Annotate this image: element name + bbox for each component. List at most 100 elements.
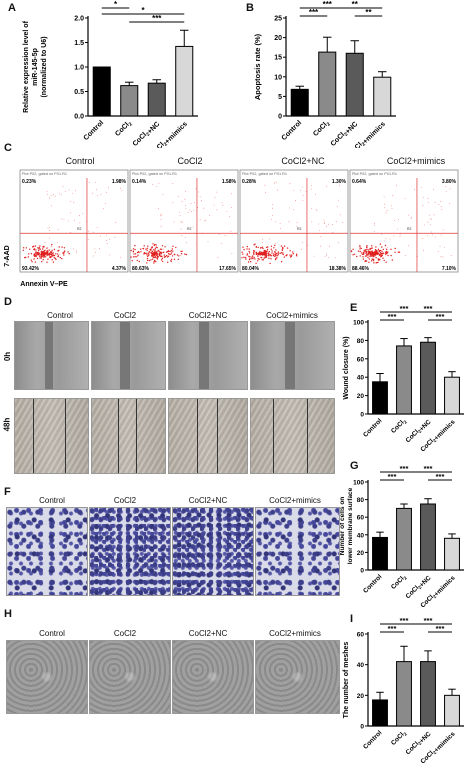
flow-event [178,255,180,257]
tube-photo-cocl2 [89,640,171,714]
flow-event [108,238,110,240]
bar [444,694,460,727]
tick-label: CoCl2 [390,417,408,435]
flow-event [168,250,170,253]
flow-event [138,260,140,263]
flow-event [420,187,422,188]
flow-event [150,255,153,257]
flow-event [443,246,445,248]
y-tick-label: 1.0 [74,65,84,72]
flow-event [160,213,162,215]
flow-event [266,246,268,249]
y-tick-label: 0 [278,114,282,121]
flow-event [367,250,370,252]
flow-event [259,253,262,256]
flow-event [167,253,170,255]
tick-label: CoCl2+NC [132,119,162,148]
flow-event [198,191,200,193]
flow-event [382,248,384,251]
quadrant-ul-value: 0.28% [242,179,257,185]
flow-event [150,249,152,251]
flow-event [339,184,340,186]
flow-event [60,194,62,196]
flow-event [261,246,264,248]
y-tick-label: 20 [357,393,365,400]
flow-event [166,254,168,257]
flow-event [282,247,284,250]
flow-event [269,262,271,265]
flow-event [49,237,50,239]
flow-event [169,250,171,253]
flow-event [160,259,163,261]
flow-event [271,252,273,254]
flow-event [251,256,253,258]
flow-event [35,249,37,251]
flow-event [374,224,375,226]
flow-event [263,257,265,259]
flow-event [266,248,269,251]
flow-event [365,255,367,258]
flow-event [167,261,169,263]
flow-event [440,200,442,202]
flow-event [326,253,327,255]
flow-event [170,260,172,263]
flow-event [379,252,382,254]
significance-label: *** [309,8,319,17]
significance-label: *** [436,312,445,321]
flow-event [377,258,379,260]
flow-event [375,249,378,252]
flow-event [291,254,293,256]
quadrant-ll-value: 93.42% [22,266,40,272]
flow-event [295,200,296,202]
flow-event [275,249,277,251]
flow-event [385,248,387,249]
flow-event [49,255,51,258]
flow-event [63,254,65,256]
flow-event [48,226,50,228]
significance-label: *** [152,14,162,23]
flow-event [157,255,159,258]
flow-event [51,252,53,255]
flow-event [275,221,276,223]
flow-event [282,249,283,251]
flow-event [366,254,368,256]
flow-event [89,181,90,183]
flow-event [95,251,96,253]
flow-event [165,251,168,253]
flow-event [156,250,158,253]
bar [373,76,392,117]
flow-event [62,252,64,254]
flow-event [274,244,276,247]
flow-event [229,216,230,217]
flow-event [275,257,277,260]
flow-event [383,240,385,242]
flow-event [244,256,247,259]
flow-event [43,255,45,257]
flow-event [320,236,322,238]
flow-event [290,255,293,257]
bar [175,45,194,117]
flow-event [220,243,222,245]
flow-event [433,214,435,216]
flow-event [134,248,136,251]
flow-event [47,227,49,229]
flow-event [324,256,326,257]
flow-event [114,236,116,238]
flow-event [49,256,51,259]
y-tick-label: 2.0 [74,16,84,23]
panel-label-b: B [246,2,254,14]
flow-event [32,246,34,248]
flow-event [160,253,163,255]
flow-event [204,220,206,221]
flow-event [231,253,233,254]
flow-event [269,238,270,240]
flow-event [209,215,210,216]
flow-event [136,259,138,262]
flow-event [63,251,65,253]
flow-event [371,254,373,256]
flow-event [133,253,135,255]
row-label-0h: 0h [3,351,13,362]
flow-event [153,244,155,247]
flow-event [389,238,391,240]
flow-event [104,202,106,204]
